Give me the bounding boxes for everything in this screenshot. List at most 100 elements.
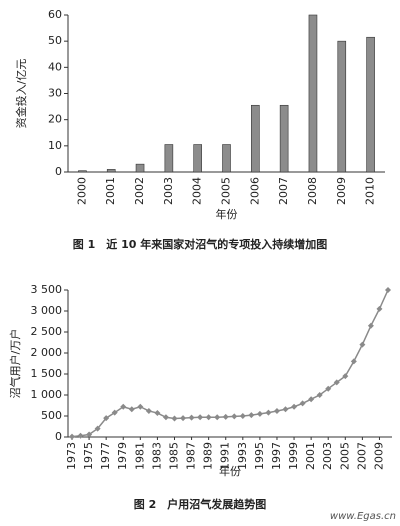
- x-tick-label: 2000: [75, 177, 88, 205]
- watermark: www.Egas.cn: [330, 511, 396, 522]
- y-tick-label: 1 500: [31, 367, 63, 380]
- x-tick-label: 2001: [104, 177, 117, 205]
- bar: [308, 14, 318, 173]
- y-tick-label: 1 000: [31, 388, 63, 401]
- x-tick-label: 1979: [116, 442, 129, 470]
- marker: [248, 412, 255, 419]
- marker: [188, 414, 195, 421]
- marker: [299, 400, 306, 407]
- marker: [94, 425, 101, 432]
- x-tick-label: 2007: [277, 177, 290, 205]
- marker: [342, 373, 349, 380]
- x-tick-label: 2001: [304, 442, 317, 470]
- x-axis-label: 年份: [216, 207, 238, 221]
- y-tick-label: 60: [48, 8, 62, 21]
- y-axis-label: 资金投入/亿元: [14, 59, 28, 129]
- x-tick-label: 1977: [99, 442, 112, 470]
- marker: [350, 358, 357, 365]
- x-tick-label: 1973: [65, 442, 78, 470]
- marker: [282, 406, 289, 413]
- x-tick-label: 1999: [287, 442, 300, 470]
- y-tick-label: 2 000: [31, 346, 63, 359]
- marker: [103, 415, 110, 422]
- marker: [180, 415, 187, 422]
- bar: [251, 104, 260, 173]
- x-tick-label: 1997: [270, 442, 283, 470]
- marker: [214, 414, 221, 421]
- x-tick-label: 2006: [248, 177, 261, 205]
- bar: [222, 144, 231, 173]
- marker: [222, 413, 229, 420]
- bar: [366, 36, 375, 173]
- marker: [325, 385, 332, 392]
- marker: [231, 413, 238, 420]
- bar: [106, 169, 116, 173]
- x-tick-label: 1991: [219, 442, 232, 470]
- marker: [145, 407, 152, 414]
- x-tick-label: 1981: [133, 442, 146, 470]
- marker: [385, 287, 391, 293]
- y-tick-label: 3 500: [31, 283, 63, 296]
- marker: [273, 407, 280, 414]
- marker: [239, 413, 246, 419]
- bar: [279, 104, 289, 173]
- bar: [193, 144, 202, 173]
- line: [71, 289, 389, 438]
- marker: [359, 341, 366, 348]
- x-tick-label: 1983: [150, 442, 163, 470]
- bar: [164, 144, 174, 173]
- marker: [162, 414, 169, 421]
- x-tick-label: 2005: [338, 442, 351, 470]
- x-tick-label: 2002: [133, 177, 146, 205]
- marker: [205, 414, 212, 421]
- x-tick-label: 2009: [335, 177, 348, 205]
- x-tick-label: 2007: [355, 442, 368, 470]
- marker: [265, 409, 272, 416]
- y-tick-label: 500: [41, 409, 62, 422]
- x-tick-label: 2004: [191, 177, 204, 205]
- y-tick-label: 3 000: [31, 304, 63, 317]
- x-tick-label: 2010: [364, 177, 377, 205]
- y-tick-label: 0: [55, 165, 62, 178]
- x-tick-label: 2009: [372, 442, 385, 470]
- marker: [291, 403, 298, 410]
- x-tick-label: 2008: [306, 177, 319, 205]
- marker: [137, 403, 144, 410]
- x-tick-label: 1987: [185, 442, 198, 470]
- x-tick-label: 1975: [82, 442, 95, 470]
- caption: 图 1 近 10 年来国家对沼气的专项投入持续增加图: [73, 237, 327, 251]
- marker: [316, 392, 323, 398]
- marker: [367, 322, 374, 329]
- x-tick-label: 2003: [321, 442, 334, 470]
- x-tick-label: 1989: [202, 442, 215, 470]
- marker: [308, 396, 315, 403]
- marker: [376, 305, 383, 312]
- marker: [154, 410, 161, 417]
- marker: [77, 432, 84, 439]
- x-tick-label: 2005: [220, 177, 233, 205]
- marker: [128, 406, 135, 413]
- marker: [333, 379, 340, 386]
- marker: [69, 433, 75, 440]
- x-tick-label: 1985: [167, 442, 180, 470]
- marker: [256, 410, 263, 417]
- x-tick-label: 1993: [236, 442, 249, 470]
- marker: [86, 431, 93, 438]
- x-axis-label: 年份: [219, 464, 241, 478]
- y-tick-label: 2 500: [31, 325, 63, 338]
- y-tick-label: 30: [48, 87, 62, 100]
- y-tick-label: 20: [48, 113, 62, 126]
- marker: [171, 415, 178, 422]
- y-axis-label: 沼气用户/万户: [8, 329, 22, 399]
- y-tick-label: 0: [55, 430, 62, 443]
- bar: [337, 40, 347, 173]
- bar: [78, 170, 87, 173]
- marker: [197, 414, 204, 421]
- y-tick-label: 10: [48, 139, 62, 152]
- marker: [120, 403, 127, 410]
- y-tick-label: 40: [48, 60, 62, 73]
- x-tick-label: 2003: [162, 177, 175, 205]
- y-tick-label: 50: [48, 34, 62, 47]
- caption: 图 2 户用沼气发展趋势图: [134, 497, 266, 511]
